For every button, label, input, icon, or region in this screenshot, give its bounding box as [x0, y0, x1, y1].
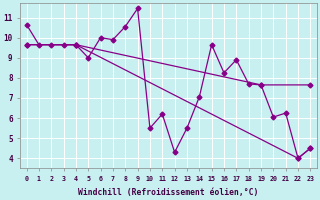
X-axis label: Windchill (Refroidissement éolien,°C): Windchill (Refroidissement éolien,°C) [78, 188, 259, 197]
